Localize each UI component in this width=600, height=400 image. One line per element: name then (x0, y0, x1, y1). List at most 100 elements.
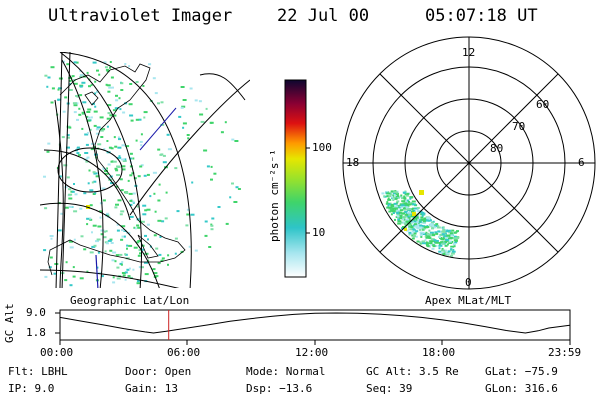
emission-pixel (135, 81, 139, 83)
emission-pixel (433, 239, 437, 242)
emission-pixel (408, 233, 411, 236)
emission-pixel (138, 249, 142, 252)
emission-pixel (407, 208, 412, 210)
emission-pixel (199, 113, 204, 116)
emission-pixel (65, 261, 68, 264)
emission-pixel (231, 182, 234, 185)
altitude-xtick-1200: 12:00 (295, 346, 329, 359)
emission-pixel (206, 165, 210, 168)
emission-pixel (386, 201, 389, 204)
emission-pixel (165, 191, 168, 194)
emission-pixel (437, 225, 440, 228)
emission-pixel (110, 182, 114, 185)
emission-pixel (51, 87, 55, 90)
emission-pixel (119, 178, 123, 181)
emission-pixel (96, 126, 101, 129)
emission-pixel (410, 201, 414, 204)
emission-pixel (422, 220, 426, 223)
emission-pixel (442, 231, 447, 233)
emission-pixel (78, 154, 81, 157)
emission-pixel (186, 213, 190, 216)
emission-pixel (451, 229, 455, 232)
emission-pixel (400, 221, 405, 224)
emission-pixel (90, 148, 94, 151)
emission-pixel (158, 253, 162, 256)
emission-pixel (123, 235, 126, 238)
colorbar-unit-label: photon cm⁻²s⁻¹ (268, 149, 281, 242)
emission-pixel (438, 230, 443, 233)
emission-pixel (120, 238, 124, 241)
emission-pixel (102, 167, 105, 170)
emission-pixel (76, 152, 80, 155)
emission-pixel (217, 206, 221, 208)
emission-pixel (453, 239, 458, 242)
emission-pixel (69, 83, 72, 86)
emission-pixel (424, 239, 427, 242)
emission-pixel (403, 195, 406, 198)
emission-pixel (392, 196, 395, 199)
emission-pixel (128, 65, 131, 68)
emission-pixel (426, 217, 431, 220)
emission-pixel (57, 88, 60, 91)
emission-pixel (411, 230, 416, 233)
emission-pixel (452, 243, 456, 245)
emission-pixel (109, 114, 113, 117)
emission-pixel (143, 111, 148, 114)
emission-pixel (49, 256, 53, 259)
emission-pixel (115, 203, 119, 206)
emission-pixel (180, 106, 184, 109)
emission-pixel (425, 242, 428, 245)
emission-pixel (422, 233, 427, 235)
emission-pixel (397, 218, 401, 221)
emission-pixel (190, 213, 195, 216)
emission-pixel (84, 152, 89, 154)
emission-pixel (107, 163, 111, 166)
emission-pixel (433, 226, 437, 229)
emission-pixel (387, 203, 391, 206)
emission-pixel (106, 242, 109, 245)
emission-pixel (84, 133, 89, 136)
emission-pixel (453, 235, 457, 238)
emission-pixel (89, 128, 92, 131)
emission-pixel (406, 220, 410, 223)
altitude-ytick-1: 1.8 (26, 326, 46, 339)
emission-pixel (92, 61, 97, 64)
info-glon: GLon: 316.6 (485, 382, 558, 395)
emission-pixel (434, 231, 438, 234)
emission-pixel (399, 214, 403, 217)
emission-pixel (121, 168, 126, 171)
emission-pixel (53, 272, 57, 275)
emission-pixel (404, 193, 408, 196)
emission-pixel (157, 219, 162, 222)
emission-pixel (132, 268, 135, 271)
colorbar-label-10: 10 (312, 226, 326, 239)
emission-pixel (442, 226, 445, 229)
emission-pixel (431, 224, 435, 227)
emission-pixel (410, 233, 414, 236)
emission-pixel (109, 238, 113, 241)
emission-pixel (116, 266, 120, 269)
emission-pixel (450, 245, 455, 248)
emission-pixel (127, 275, 131, 278)
emission-pixel (126, 247, 128, 250)
emission-pixel (121, 272, 126, 274)
emission-pixel (122, 160, 127, 162)
emission-pixel (73, 183, 75, 185)
emission-pixel (121, 225, 126, 228)
emission-pixel (114, 260, 117, 263)
emission-pixel (180, 86, 185, 88)
emission-pixel (399, 209, 403, 212)
emission-pixel (204, 234, 208, 237)
emission-pixel (79, 85, 83, 88)
emission-pixel (63, 164, 68, 167)
emission-pixel (57, 229, 62, 232)
emission-pixel (117, 199, 122, 202)
emission-pixel (387, 197, 390, 200)
emission-pixel (413, 223, 417, 226)
emission-pixel (109, 66, 111, 69)
emission-pixel (75, 61, 79, 64)
emission-pixel (429, 234, 432, 237)
info-door: Door: Open (125, 365, 192, 378)
emission-pixel (428, 229, 431, 232)
emission-pixel (412, 224, 415, 227)
